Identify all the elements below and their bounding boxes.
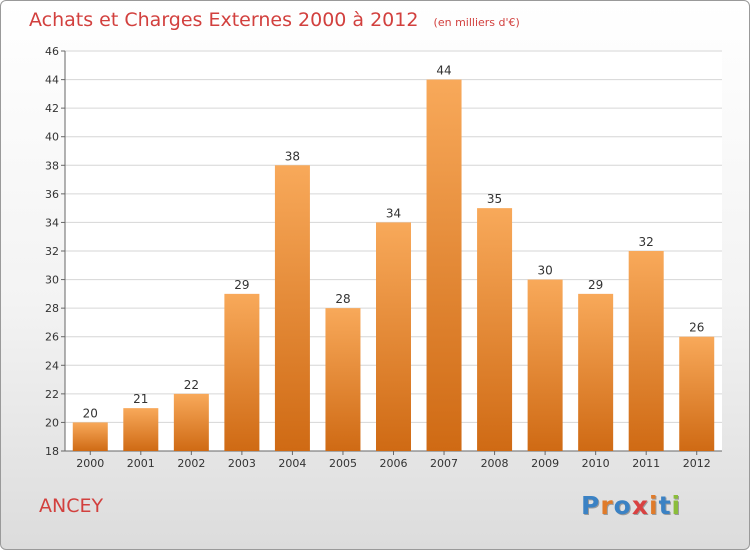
x-tick-label: 2000	[76, 457, 104, 470]
y-tick-label: 42	[45, 102, 59, 115]
x-tick-label: 2005	[329, 457, 357, 470]
bar	[325, 308, 361, 451]
y-tick-label: 44	[45, 74, 59, 87]
bar	[72, 422, 108, 451]
bar-value-label: 35	[487, 192, 502, 206]
y-tick-label: 22	[45, 388, 59, 401]
bar	[426, 79, 462, 452]
bar	[123, 408, 159, 451]
bar-value-label: 20	[83, 406, 98, 420]
y-tick-label: 40	[45, 131, 59, 144]
bar-value-label: 34	[386, 206, 401, 220]
bar	[173, 393, 209, 451]
logo-letter: r	[600, 491, 614, 520]
bar-value-label: 32	[639, 235, 654, 249]
y-tick-label: 38	[45, 159, 59, 172]
x-tick-label: 2002	[177, 457, 205, 470]
bar	[477, 208, 513, 451]
y-tick-label: 36	[45, 188, 59, 201]
bar-value-label: 29	[588, 278, 603, 292]
x-tick-label: 2006	[380, 457, 408, 470]
y-tick-label: 30	[45, 274, 59, 287]
bar-value-label: 29	[234, 278, 249, 292]
bar	[679, 336, 715, 451]
x-tick-label: 2011	[632, 457, 660, 470]
y-tick-label: 34	[45, 216, 59, 229]
bar-value-label: 44	[436, 64, 451, 78]
logo-letter: P	[581, 491, 601, 520]
logo-letter: o	[613, 491, 632, 520]
bar-value-label: 38	[285, 149, 300, 163]
bar	[274, 165, 310, 452]
y-tick-label: 26	[45, 331, 59, 344]
y-tick-label: 20	[45, 416, 59, 429]
place-name: ANCEY	[39, 495, 104, 517]
x-tick-label: 2012	[683, 457, 711, 470]
y-tick-label: 46	[45, 45, 59, 58]
bar-value-label: 21	[133, 392, 148, 406]
x-tick-label: 2007	[430, 457, 458, 470]
x-tick-label: 2010	[582, 457, 610, 470]
logo-letter: x	[631, 491, 649, 520]
bar-value-label: 30	[537, 264, 552, 278]
proxiti-logo: Proxiti	[581, 491, 681, 520]
x-tick-label: 2008	[481, 457, 509, 470]
bar	[224, 293, 260, 451]
logo-letter: t	[658, 491, 672, 520]
chart-title: Achats et Charges Externes 2000 à 2012	[29, 9, 419, 31]
bar	[628, 251, 664, 451]
chart-title-block: Achats et Charges Externes 2000 à 2012 (…	[29, 9, 520, 31]
bar-value-label: 22	[184, 378, 199, 392]
x-tick-label: 2004	[278, 457, 306, 470]
y-tick-label: 18	[45, 445, 59, 458]
y-tick-label: 24	[45, 359, 59, 372]
y-tick-label: 28	[45, 302, 59, 315]
x-tick-label: 2003	[228, 457, 256, 470]
bar	[578, 293, 614, 451]
x-tick-label: 2009	[531, 457, 559, 470]
logo-letter: i	[649, 491, 659, 520]
y-tick-label: 32	[45, 245, 59, 258]
bar-value-label: 28	[335, 292, 350, 306]
chart-subtitle: (en milliers d'€)	[433, 16, 520, 29]
logo-letter: i	[671, 491, 682, 520]
x-tick-label: 2001	[127, 457, 155, 470]
bar-value-label: 26	[689, 321, 704, 335]
bar	[376, 222, 411, 451]
bar	[527, 279, 563, 451]
